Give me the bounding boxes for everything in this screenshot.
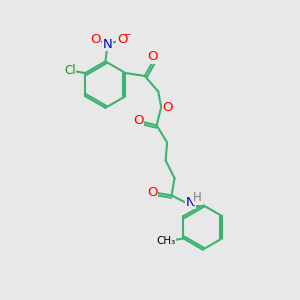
Text: CH₃: CH₃ [156,236,175,246]
Text: O: O [162,101,173,114]
Text: O: O [90,33,100,46]
Text: O: O [148,50,158,63]
Text: H: H [193,191,202,204]
Text: Cl: Cl [64,64,76,77]
Text: O: O [117,33,128,46]
Text: N: N [103,38,112,51]
Text: N: N [185,196,195,208]
Text: O: O [133,114,143,128]
Text: −: − [123,30,132,40]
Text: O: O [147,186,158,199]
